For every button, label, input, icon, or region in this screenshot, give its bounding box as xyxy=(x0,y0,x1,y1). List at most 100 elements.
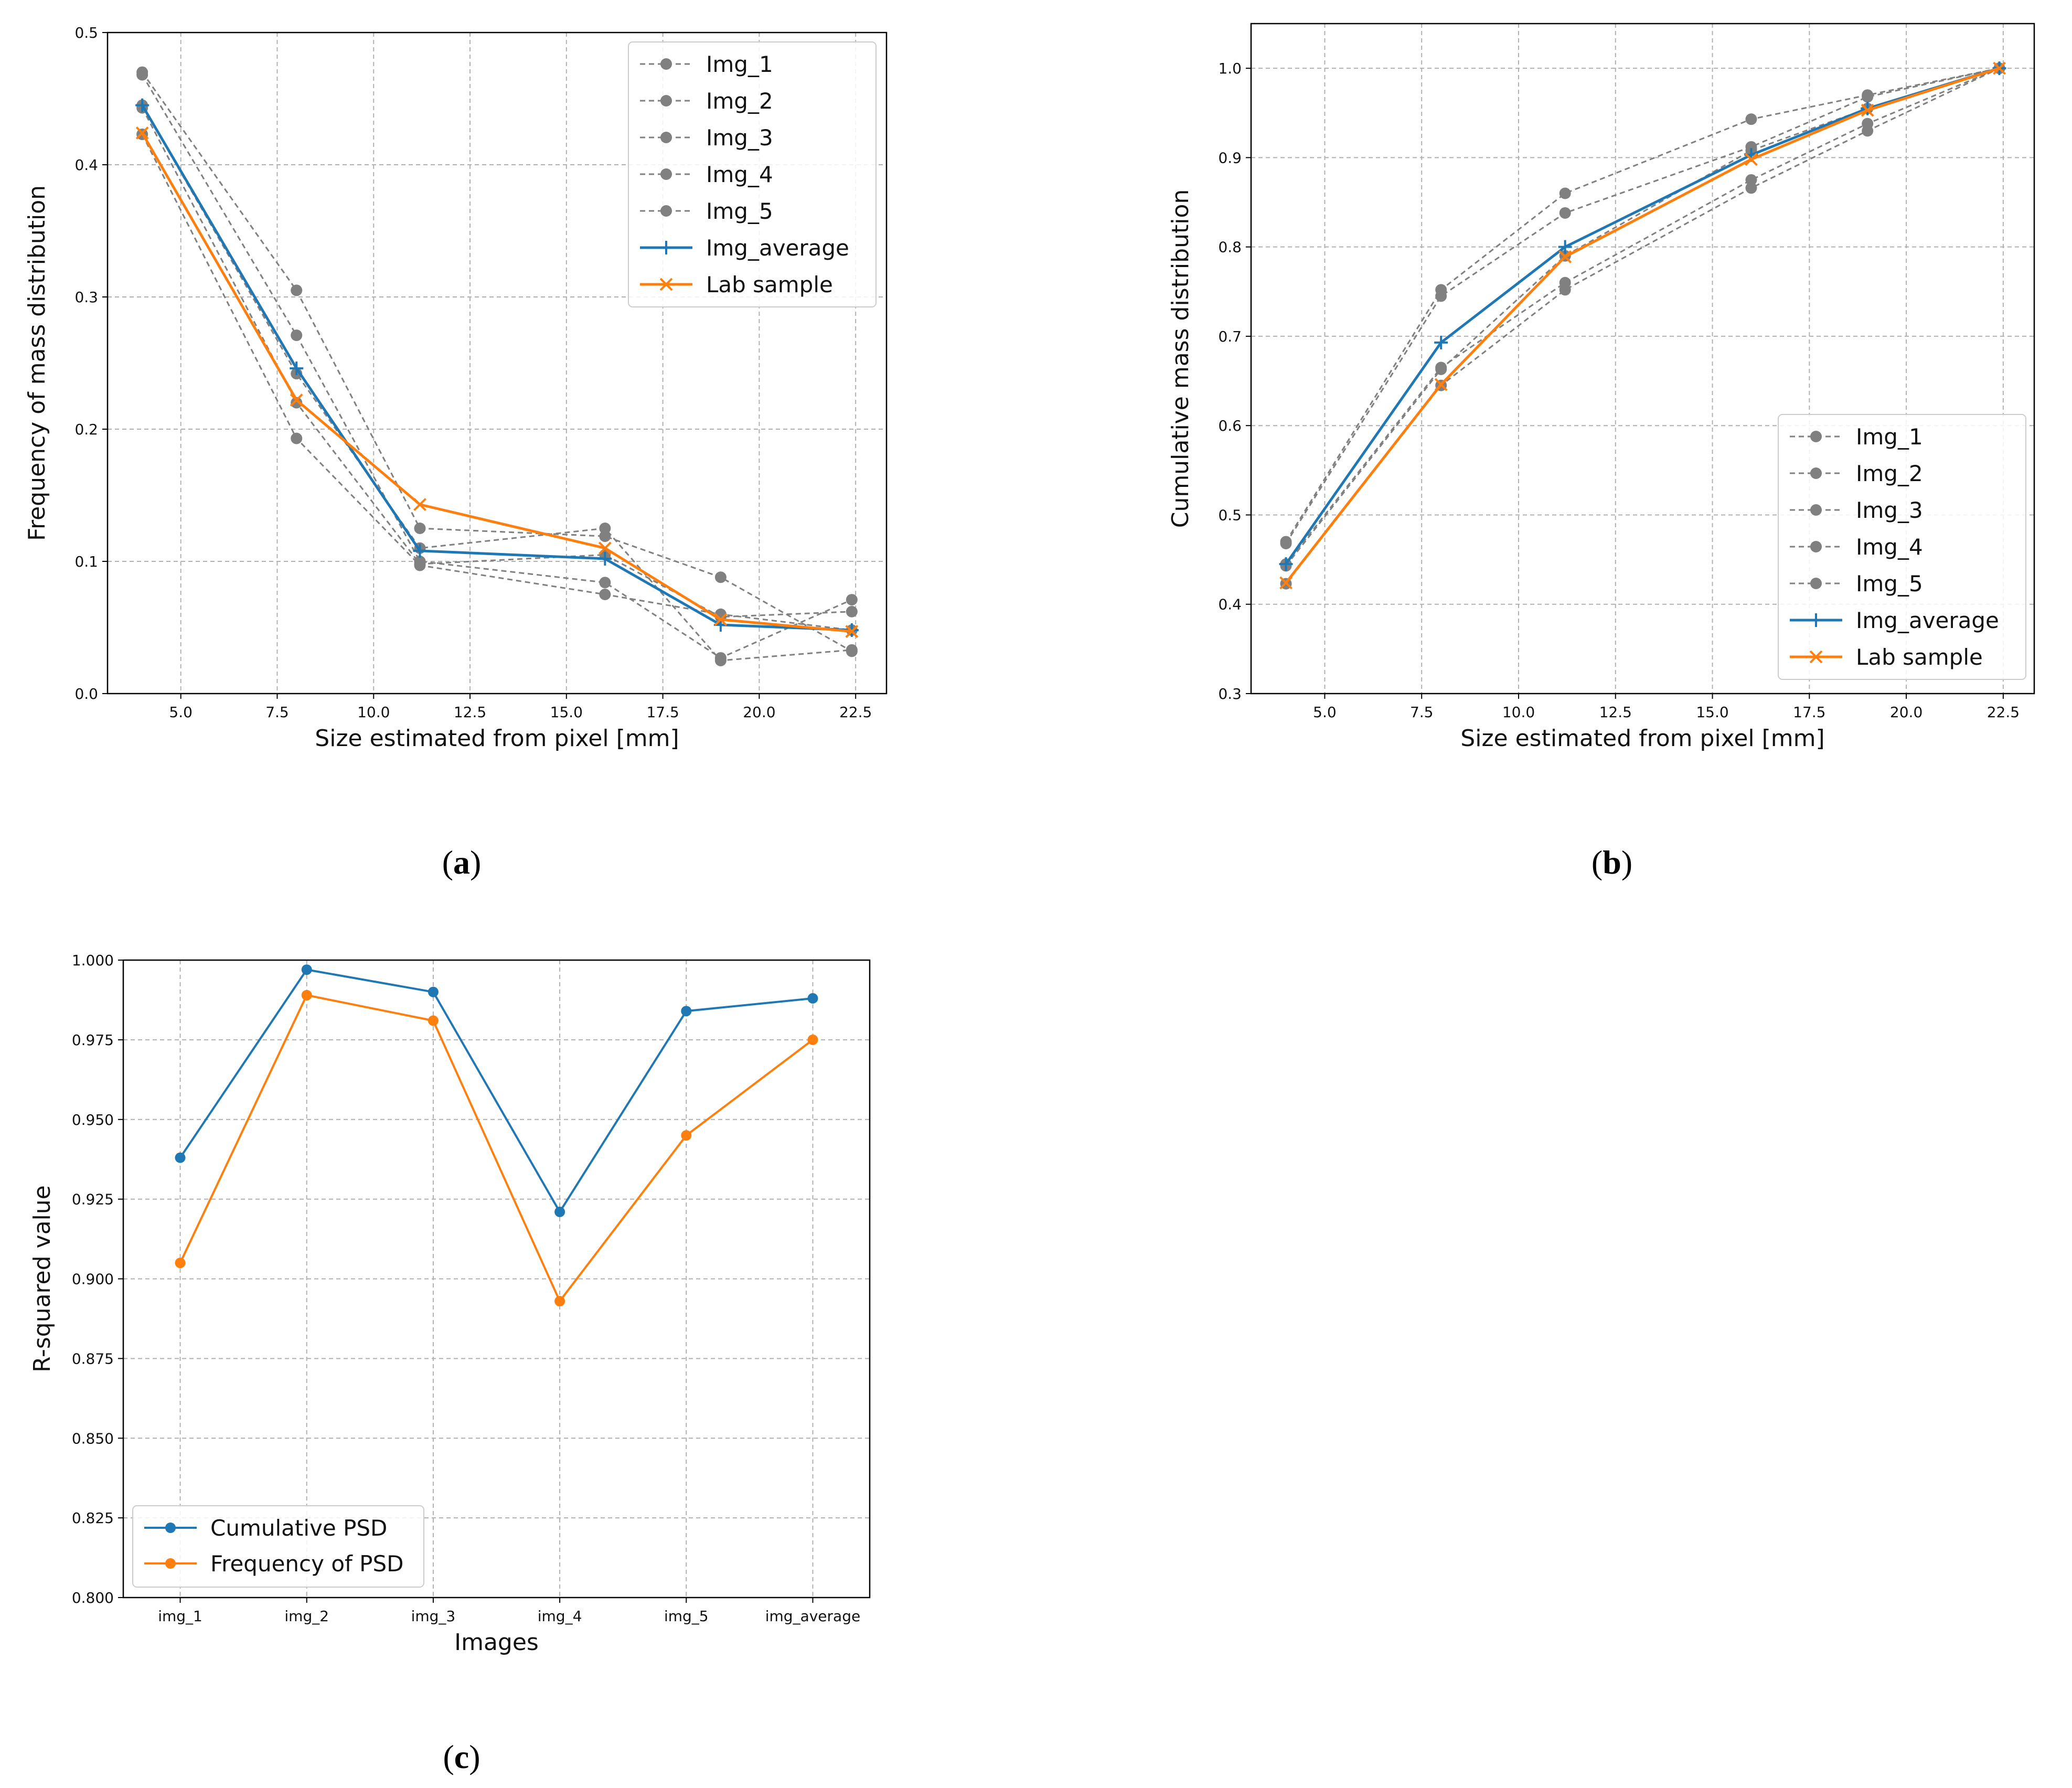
legend: Cumulative PSD Frequency of PSD xyxy=(132,1505,424,1588)
data-point xyxy=(1279,576,1293,590)
legend-box xyxy=(628,41,877,307)
legend-label: Img_1 xyxy=(706,51,773,77)
y-axis: 0.3 0.4 0.5 0.6 0.7 0.8 0.9 1.0 xyxy=(1218,60,1251,703)
data-point xyxy=(301,989,312,1001)
x-axis: 5.0 7.5 10.0 12.5 15.0 17.5 20.0 22.5 xyxy=(169,694,872,721)
data-point xyxy=(1862,91,1874,103)
data-point xyxy=(714,571,727,583)
y-tick-label: 0.5 xyxy=(74,24,98,41)
y-tick-label: 0.9 xyxy=(1218,149,1242,166)
data-point xyxy=(414,523,426,534)
y-tick-label: 0.925 xyxy=(72,1191,114,1208)
series-line xyxy=(141,132,852,633)
x-tick-label: 7.5 xyxy=(1410,704,1434,721)
legend-marker xyxy=(165,1523,176,1533)
series-line xyxy=(1285,67,2000,565)
data-point xyxy=(1745,113,1757,125)
x-tick-label: img_4 xyxy=(538,1608,582,1625)
y-axis: 0.0 0.1 0.2 0.3 0.4 0.5 xyxy=(74,24,108,703)
chart-a: 5.0 7.5 10.0 12.5 15.0 17.5 20.0 22.50.00.10.20… xyxy=(24,24,888,752)
data-point xyxy=(175,1258,186,1269)
y-tick-label: 0.1 xyxy=(74,553,98,570)
y-tick-label: 0.3 xyxy=(1218,685,1242,703)
data-point xyxy=(1434,378,1448,391)
legend-marker xyxy=(660,95,672,107)
legend-label: Img_4 xyxy=(1856,534,1923,560)
data-point xyxy=(714,655,727,666)
legend-marker xyxy=(1810,578,1822,589)
data-point xyxy=(413,498,426,512)
data-point xyxy=(291,432,303,444)
data-point xyxy=(291,284,303,296)
legend-label: Img_2 xyxy=(1856,461,1923,486)
legend-marker xyxy=(1810,541,1822,552)
y-tick-label: 0.2 xyxy=(74,421,98,438)
x-tick-label: 17.5 xyxy=(1793,704,1825,721)
data-point xyxy=(681,1006,692,1017)
x-tick-label: img_average xyxy=(765,1608,860,1625)
legend-marker xyxy=(1809,650,1823,664)
data-point xyxy=(807,1034,818,1045)
data-point xyxy=(428,1015,439,1026)
x-tick-label: 15.0 xyxy=(550,704,583,721)
y-tick-label: 0.4 xyxy=(1218,596,1242,613)
x-tick-label: 5.0 xyxy=(1313,704,1337,721)
legend-marker xyxy=(1809,613,1823,627)
series-line xyxy=(141,74,852,659)
series-line xyxy=(141,71,852,652)
x-tick-label: 20.0 xyxy=(743,704,775,721)
data-point xyxy=(1434,335,1448,349)
plot-frame xyxy=(106,31,888,695)
data-point xyxy=(554,1296,565,1307)
data-point xyxy=(599,577,611,589)
series-line xyxy=(141,104,852,632)
legend-marker xyxy=(659,278,673,291)
panel-label-b: (b) xyxy=(1592,844,1632,881)
data-point xyxy=(1559,284,1571,296)
legend-marker xyxy=(165,1558,176,1569)
legend-marker xyxy=(1810,467,1822,479)
y-tick-label: 0.825 xyxy=(72,1509,114,1527)
x-tick-label: 15.0 xyxy=(1696,704,1728,721)
legend-marker xyxy=(660,58,672,70)
data-point xyxy=(291,329,303,342)
series-frequency-of-psd xyxy=(175,989,818,1307)
y-tick-label: 0.850 xyxy=(72,1430,114,1447)
data-point xyxy=(175,1152,186,1163)
legend-label: Img_5 xyxy=(706,198,773,224)
legend-label: Img_average xyxy=(706,235,849,261)
data-point xyxy=(846,605,858,618)
y-tick-label: 1.000 xyxy=(72,952,114,969)
x-tick-label: img_2 xyxy=(284,1608,329,1625)
data-point xyxy=(714,613,728,626)
y-tick-label: 0.3 xyxy=(74,289,98,306)
series-line xyxy=(179,994,814,1303)
data-point xyxy=(1559,187,1571,199)
data-point xyxy=(807,993,818,1004)
legend-marker xyxy=(659,241,673,254)
series-line xyxy=(1285,67,2000,542)
x-tick-label: 22.5 xyxy=(1987,704,2020,721)
legend-label: Img_3 xyxy=(706,125,773,151)
data-point xyxy=(291,397,303,409)
data-point xyxy=(1558,240,1572,254)
legend-marker xyxy=(660,205,672,217)
x-tick-label: img_3 xyxy=(411,1608,456,1625)
x-tick-label: 12.5 xyxy=(1599,704,1632,721)
y-axis: 0.800 0.825 0.850 0.875 0.900 0.925 0.950 0.975… xyxy=(72,952,123,1606)
series-line xyxy=(1285,67,2000,544)
plot-frame xyxy=(1250,23,2035,695)
legend-label: Img_average xyxy=(1856,608,1999,633)
x-axis: img_1 img_2 img_3 img_4 img_5 img_average xyxy=(158,1598,860,1625)
data-point xyxy=(290,361,304,376)
data-point xyxy=(135,98,149,112)
legend: Img_1 Img_2 Img_3 Img_4 Img_5 Img_average Lab … xyxy=(1778,414,2026,680)
x-axis-label: Size estimated from pixel [mm] xyxy=(315,725,679,752)
chart-b: 5.0 7.5 10.0 12.5 15.0 17.5 20.0 22.50.30.40.50… xyxy=(1167,23,2035,752)
y-tick-label: 0.975 xyxy=(72,1031,114,1049)
series-lab-sample xyxy=(1279,61,2006,590)
data-point xyxy=(1559,207,1571,219)
series-line xyxy=(179,968,813,1214)
x-tick-label: img_1 xyxy=(158,1608,202,1625)
